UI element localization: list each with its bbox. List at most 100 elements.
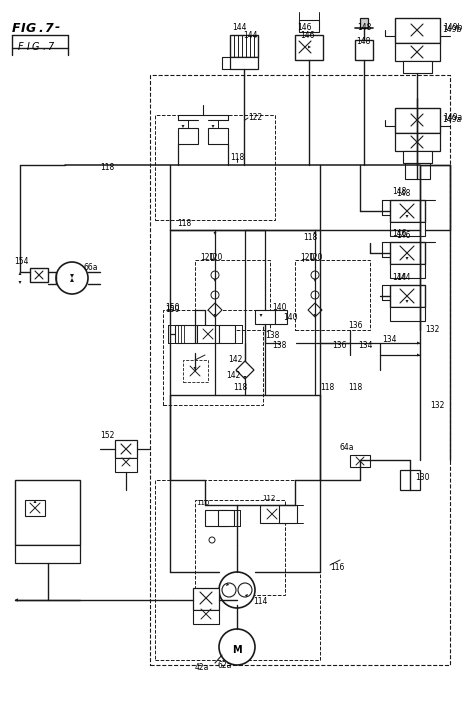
Text: 146: 146 (300, 30, 315, 39)
Bar (295, 35, 323, 60)
Bar (390, 200, 425, 222)
Bar (390, 307, 425, 321)
Polygon shape (208, 303, 222, 317)
Bar (403, 151, 432, 163)
Text: 149b: 149b (443, 23, 462, 32)
Bar (390, 222, 425, 236)
Polygon shape (405, 257, 409, 260)
Polygon shape (18, 281, 21, 284)
Polygon shape (15, 599, 18, 602)
Text: 7: 7 (44, 22, 53, 34)
Text: -: - (55, 22, 60, 34)
Polygon shape (182, 125, 184, 128)
Bar (205, 510, 227, 526)
Bar (395, 108, 440, 133)
Text: 120: 120 (300, 253, 314, 263)
Text: 146: 146 (297, 23, 311, 32)
Text: 144: 144 (243, 30, 257, 39)
Text: .: . (38, 22, 43, 34)
Polygon shape (193, 367, 197, 370)
Text: 116: 116 (330, 562, 345, 571)
Text: 118: 118 (348, 383, 362, 392)
Bar (230, 57, 258, 69)
Bar (155, 115, 275, 220)
Polygon shape (34, 500, 36, 503)
Circle shape (238, 583, 252, 597)
Text: 132: 132 (430, 401, 444, 409)
Bar (195, 500, 285, 595)
Polygon shape (313, 232, 317, 235)
Polygon shape (259, 314, 263, 317)
Text: 154: 154 (14, 258, 28, 267)
Text: .: . (42, 42, 45, 52)
Polygon shape (417, 354, 420, 357)
Polygon shape (226, 583, 229, 586)
Bar (175, 325, 197, 343)
Polygon shape (244, 376, 246, 379)
Polygon shape (313, 279, 317, 282)
Text: 130: 130 (415, 474, 429, 482)
Text: 110: 110 (196, 500, 210, 506)
Text: 112: 112 (262, 495, 275, 501)
Bar (193, 588, 219, 610)
Bar (355, 40, 373, 60)
Text: 146: 146 (396, 230, 410, 239)
Text: 114: 114 (253, 597, 267, 607)
Circle shape (56, 262, 88, 294)
Circle shape (311, 271, 319, 279)
Polygon shape (417, 341, 420, 345)
Bar (115, 440, 137, 458)
Text: 150: 150 (165, 305, 180, 314)
Bar (360, 18, 368, 28)
Text: 7: 7 (47, 42, 53, 52)
Bar (197, 325, 219, 343)
Text: 142: 142 (226, 371, 240, 380)
Bar (15, 545, 80, 563)
Text: G: G (32, 42, 39, 52)
Polygon shape (15, 599, 18, 602)
Text: 118: 118 (303, 234, 317, 242)
Text: 118: 118 (177, 218, 191, 227)
Bar (390, 264, 425, 278)
Polygon shape (213, 314, 217, 317)
Text: 120: 120 (208, 253, 222, 263)
Bar (405, 163, 430, 179)
Bar (390, 285, 425, 307)
Polygon shape (70, 278, 74, 282)
Polygon shape (405, 215, 409, 218)
Bar (275, 310, 287, 324)
Text: 64a: 64a (340, 444, 355, 453)
Bar (150, 75, 450, 665)
Text: 138: 138 (265, 331, 279, 340)
Text: G: G (26, 22, 36, 34)
Bar (193, 610, 219, 624)
Text: 149b: 149b (442, 25, 461, 34)
Polygon shape (405, 300, 409, 303)
Text: I: I (21, 22, 26, 34)
Text: I: I (27, 42, 30, 52)
Circle shape (219, 572, 255, 608)
Bar (390, 242, 425, 264)
Polygon shape (213, 279, 217, 282)
Text: 42a: 42a (195, 663, 210, 673)
Circle shape (211, 291, 219, 299)
Text: 144: 144 (392, 272, 407, 282)
Text: 146: 146 (392, 230, 407, 239)
Bar (400, 470, 420, 490)
Text: 118: 118 (230, 154, 244, 162)
Text: 144: 144 (232, 23, 246, 32)
Text: 118: 118 (100, 162, 114, 171)
Bar (183, 360, 208, 382)
Bar (219, 325, 235, 343)
Polygon shape (403, 473, 417, 487)
Text: 148: 148 (356, 37, 370, 46)
Text: F: F (18, 42, 24, 52)
Text: 152: 152 (100, 430, 114, 439)
Circle shape (222, 583, 236, 597)
Text: 149a: 149a (443, 114, 462, 123)
Bar (350, 455, 370, 467)
Text: 149a: 149a (442, 116, 461, 124)
Text: 136: 136 (348, 321, 363, 329)
Polygon shape (213, 232, 217, 235)
Text: 122: 122 (248, 114, 262, 123)
